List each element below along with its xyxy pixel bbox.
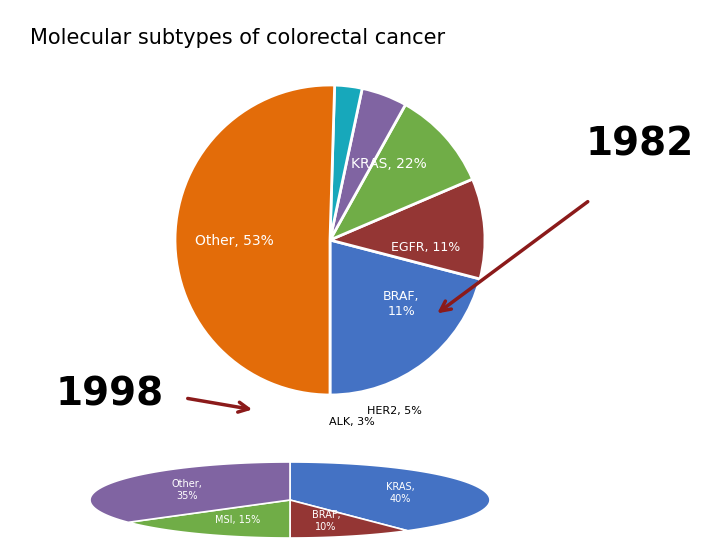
Wedge shape bbox=[330, 85, 362, 240]
Polygon shape bbox=[128, 500, 290, 538]
Text: Other, 53%: Other, 53% bbox=[194, 234, 274, 248]
Text: BRAF,
11%: BRAF, 11% bbox=[383, 291, 420, 318]
Text: 1998: 1998 bbox=[56, 376, 164, 414]
Wedge shape bbox=[330, 240, 480, 395]
Text: Other,
35%: Other, 35% bbox=[171, 479, 202, 501]
Polygon shape bbox=[290, 462, 490, 531]
Wedge shape bbox=[330, 179, 485, 279]
Wedge shape bbox=[330, 89, 405, 240]
Text: 1982: 1982 bbox=[586, 126, 694, 164]
Text: EGFR, 11%: EGFR, 11% bbox=[391, 241, 461, 254]
Text: HER2, 5%: HER2, 5% bbox=[366, 406, 422, 416]
Text: KRAS, 22%: KRAS, 22% bbox=[351, 157, 427, 171]
Text: KRAS,
40%: KRAS, 40% bbox=[386, 482, 415, 504]
Text: MSI, 15%: MSI, 15% bbox=[215, 515, 260, 525]
Wedge shape bbox=[175, 85, 335, 395]
Text: BRAF,
10%: BRAF, 10% bbox=[312, 510, 340, 532]
Text: ALK, 3%: ALK, 3% bbox=[329, 416, 374, 427]
Polygon shape bbox=[90, 462, 290, 522]
Text: Molecular subtypes of colorectal cancer: Molecular subtypes of colorectal cancer bbox=[30, 28, 445, 48]
Polygon shape bbox=[290, 500, 408, 538]
Wedge shape bbox=[330, 105, 472, 240]
